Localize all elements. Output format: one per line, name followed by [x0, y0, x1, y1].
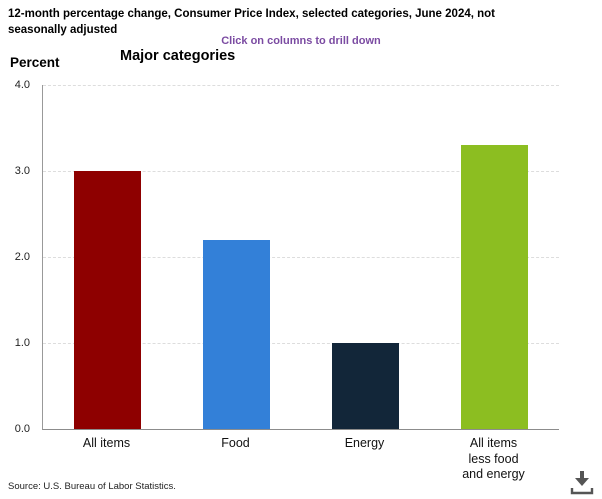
- x-label-food: Food: [221, 436, 250, 450]
- x-label-all-items-less-food-and-energy: All items less food and energy: [462, 436, 525, 481]
- report-title: 12-month percentage change, Consumer Pri…: [8, 7, 594, 38]
- report-title-line2: seasonally adjusted: [8, 23, 118, 36]
- y-tick-label-4.0: 4.0: [14, 79, 30, 91]
- x-label-all-items: All items: [82, 436, 131, 450]
- report-title-line1: 12-month percentage change, Consumer Pri…: [8, 8, 495, 20]
- bar-energy[interactable]: [332, 343, 399, 429]
- chart-title: Major categories: [120, 48, 236, 64]
- y-tick-label-0.0: 0.0: [14, 423, 30, 435]
- y-tick-label-1.0: 1.0: [14, 337, 30, 349]
- y-axis-title: Percent: [10, 55, 60, 70]
- gridline-4.0: [43, 85, 559, 86]
- gridline-3.0: [43, 171, 559, 172]
- plot-area: [42, 85, 559, 430]
- y-tick-label-2.0: 2.0: [14, 251, 30, 263]
- bar-all-items-less-food-and-energy[interactable]: [461, 145, 528, 429]
- download-icon[interactable]: [569, 468, 595, 496]
- bar-all-items[interactable]: [74, 171, 141, 429]
- gridline-2.0: [43, 257, 559, 258]
- y-tick-label-3.0: 3.0: [14, 165, 30, 177]
- source-note: Source: U.S. Bureau of Labor Statistics.: [8, 481, 176, 492]
- x-label-energy: Energy: [344, 436, 385, 450]
- bar-food[interactable]: [203, 239, 270, 429]
- gridline-1.0: [43, 343, 559, 344]
- drilldown-hint: Click on columns to drill down: [221, 35, 381, 47]
